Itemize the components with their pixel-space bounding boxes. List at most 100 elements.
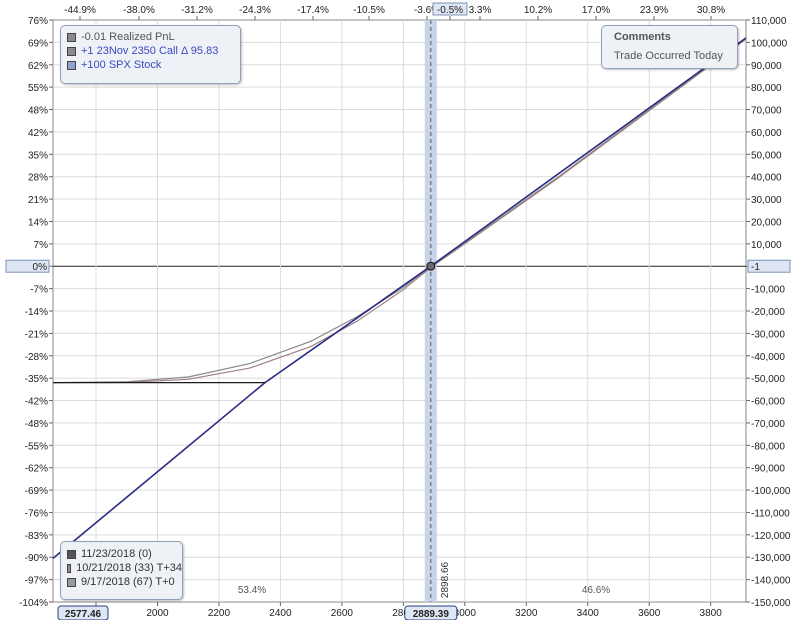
top-axis: -44.9% -38.0% -31.2% -24.3% -17.4% -10.5% -3.6… <box>64 2 725 20</box>
left-tick-label: -42% <box>25 397 48 408</box>
right-tick-label: -50,000 <box>751 374 785 385</box>
right-tick-label: -60,000 <box>751 397 785 408</box>
bottom-tick-label: 2800 <box>392 608 415 619</box>
left-tick-label: -69% <box>25 486 48 497</box>
top-highlight-box <box>432 2 468 16</box>
bottom-tick-label: 3800 <box>700 608 723 619</box>
top-tick-label: 10.2% <box>524 5 552 16</box>
left-tick-label: -62% <box>25 464 48 475</box>
right-axis: 110,000 100,000 90,000 80,000 70,000 60,000 50… <box>746 16 791 609</box>
left-tick-label: 0% <box>33 262 48 273</box>
left-tick-label: 55% <box>28 83 48 94</box>
legend-item: +100 SPX Stock <box>61 58 240 72</box>
right-tick-label: 100,000 <box>751 38 788 49</box>
left-marker-label: 2577.46 <box>65 609 102 620</box>
bottom-tick-label: 2400 <box>269 608 292 619</box>
top-tick-label: -31.2% <box>181 5 213 16</box>
legend-swatch <box>67 46 76 56</box>
left-tick-label: 35% <box>28 150 48 161</box>
vertical-price-label: 2898.66 <box>440 561 451 598</box>
top-tick-label: -3.6% <box>414 5 440 16</box>
top-tick-label: -0.5% <box>437 5 463 16</box>
bottom-tick-label: 2600 <box>331 608 354 619</box>
right-tick-label: 10,000 <box>751 240 782 251</box>
legend-item: 9/17/2018 (67) T+0 <box>61 575 182 589</box>
legend-item: 10/21/2018 (33) T+34 <box>61 561 182 575</box>
pct-right-label: 46.6% <box>582 585 610 596</box>
series-line <box>52 37 747 384</box>
top-tick-label: -17.4% <box>297 5 329 16</box>
legend-swatch <box>67 563 72 573</box>
bottom-tick-label: 3200 <box>515 608 538 619</box>
right-tick-label: 30,000 <box>751 195 782 206</box>
legend-label: 11/23/2018 (0) <box>81 548 152 560</box>
comments-panel: Comments Trade Occurred Today <box>601 25 738 69</box>
left-tick-label: -90% <box>25 553 48 564</box>
legend-item: +1 23Nov 2350 Call Δ 95.83 <box>61 44 240 58</box>
right-tick-label: -20,000 <box>751 307 785 318</box>
bottom-tick-label: 3600 <box>638 608 661 619</box>
left-tick-label: 48% <box>28 106 48 117</box>
current-price-band <box>424 20 437 602</box>
legend-swatch <box>67 32 76 42</box>
bottom-tick-label: 2000 <box>146 608 169 619</box>
left-tick-label: -48% <box>25 419 48 430</box>
legend-label: 9/17/2018 (67) T+0 <box>81 576 175 588</box>
series-line <box>52 38 747 384</box>
right-tick-label: 60,000 <box>751 128 782 139</box>
bottom-tick-label: 3400 <box>577 608 600 619</box>
legend-positions: -0.01 Realized PnL +1 23Nov 2350 Call Δ 9… <box>60 25 241 84</box>
right-tick-label: -70,000 <box>751 419 785 430</box>
left-tick-label: -83% <box>25 531 48 542</box>
right-tick-label: 50,000 <box>751 150 782 161</box>
left-highlight-box <box>5 259 50 273</box>
left-tick-label: -35% <box>25 374 48 385</box>
top-tick-label: -38.0% <box>123 5 155 16</box>
top-tick-label: -10.5% <box>353 5 385 16</box>
right-tick-label: 80,000 <box>751 83 782 94</box>
left-tick-label: -21% <box>25 329 48 340</box>
series-line <box>52 37 747 560</box>
left-marker-box <box>57 605 109 620</box>
annotations: 53.4% 46.6% 2898.66 2577.46 2889.39 <box>57 261 610 620</box>
right-tick-label: 40,000 <box>751 173 782 184</box>
series-group <box>52 37 747 560</box>
left-tick-label: 42% <box>28 128 48 139</box>
top-tick-label: 23.9% <box>640 5 668 16</box>
pct-left-label: 53.4% <box>238 585 266 596</box>
top-tick-label: 30.8% <box>697 5 725 16</box>
legend-dates: 11/23/2018 (0) 10/21/2018 (33) T+34 9/17/2… <box>60 541 183 600</box>
left-tick-label: 7% <box>34 240 49 251</box>
left-tick-label: -28% <box>25 352 48 363</box>
right-highlight-box <box>747 259 791 273</box>
left-tick-label: -55% <box>25 441 48 452</box>
breakeven-point <box>426 261 436 271</box>
comments-text: Trade Occurred Today <box>614 50 723 62</box>
left-tick-label: 76% <box>28 16 48 27</box>
legend-item: 11/23/2018 (0) <box>61 547 182 561</box>
legend-swatch <box>67 577 76 587</box>
right-tick-label: -90,000 <box>751 464 785 475</box>
left-tick-label: 21% <box>28 195 48 206</box>
legend-label: +1 23Nov 2350 Call Δ 95.83 <box>81 45 219 57</box>
bottom-tick-label: 3000 <box>454 608 477 619</box>
comments-title: Comments <box>614 31 671 43</box>
right-tick-label: -40,000 <box>751 352 785 363</box>
legend-swatch <box>67 60 76 70</box>
legend-item: -0.01 Realized PnL <box>61 30 240 44</box>
right-tick-label: 110,000 <box>751 16 787 27</box>
right-tick-label: -30,000 <box>751 329 785 340</box>
left-tick-label: 69% <box>28 38 48 49</box>
right-tick-label: -10,000 <box>751 285 785 296</box>
left-tick-label: 28% <box>28 173 48 184</box>
legend-label: +100 SPX Stock <box>81 59 162 71</box>
left-axis: 76% 69% 62% 55% 48% 42% 35% 28% 21% 14% 7% 0% -7% -14… <box>5 16 53 609</box>
bottom-axis: 1800200022002400260028003000320034003600… <box>85 602 722 619</box>
top-tick-label: 17.0% <box>582 5 610 16</box>
left-tick-label: 14% <box>28 217 48 228</box>
bottom-tick-label: 2200 <box>208 608 231 619</box>
top-tick-label: -44.9% <box>64 5 96 16</box>
legend-label: -0.01 Realized PnL <box>81 31 175 43</box>
top-tick-label: 3.3% <box>469 5 492 16</box>
